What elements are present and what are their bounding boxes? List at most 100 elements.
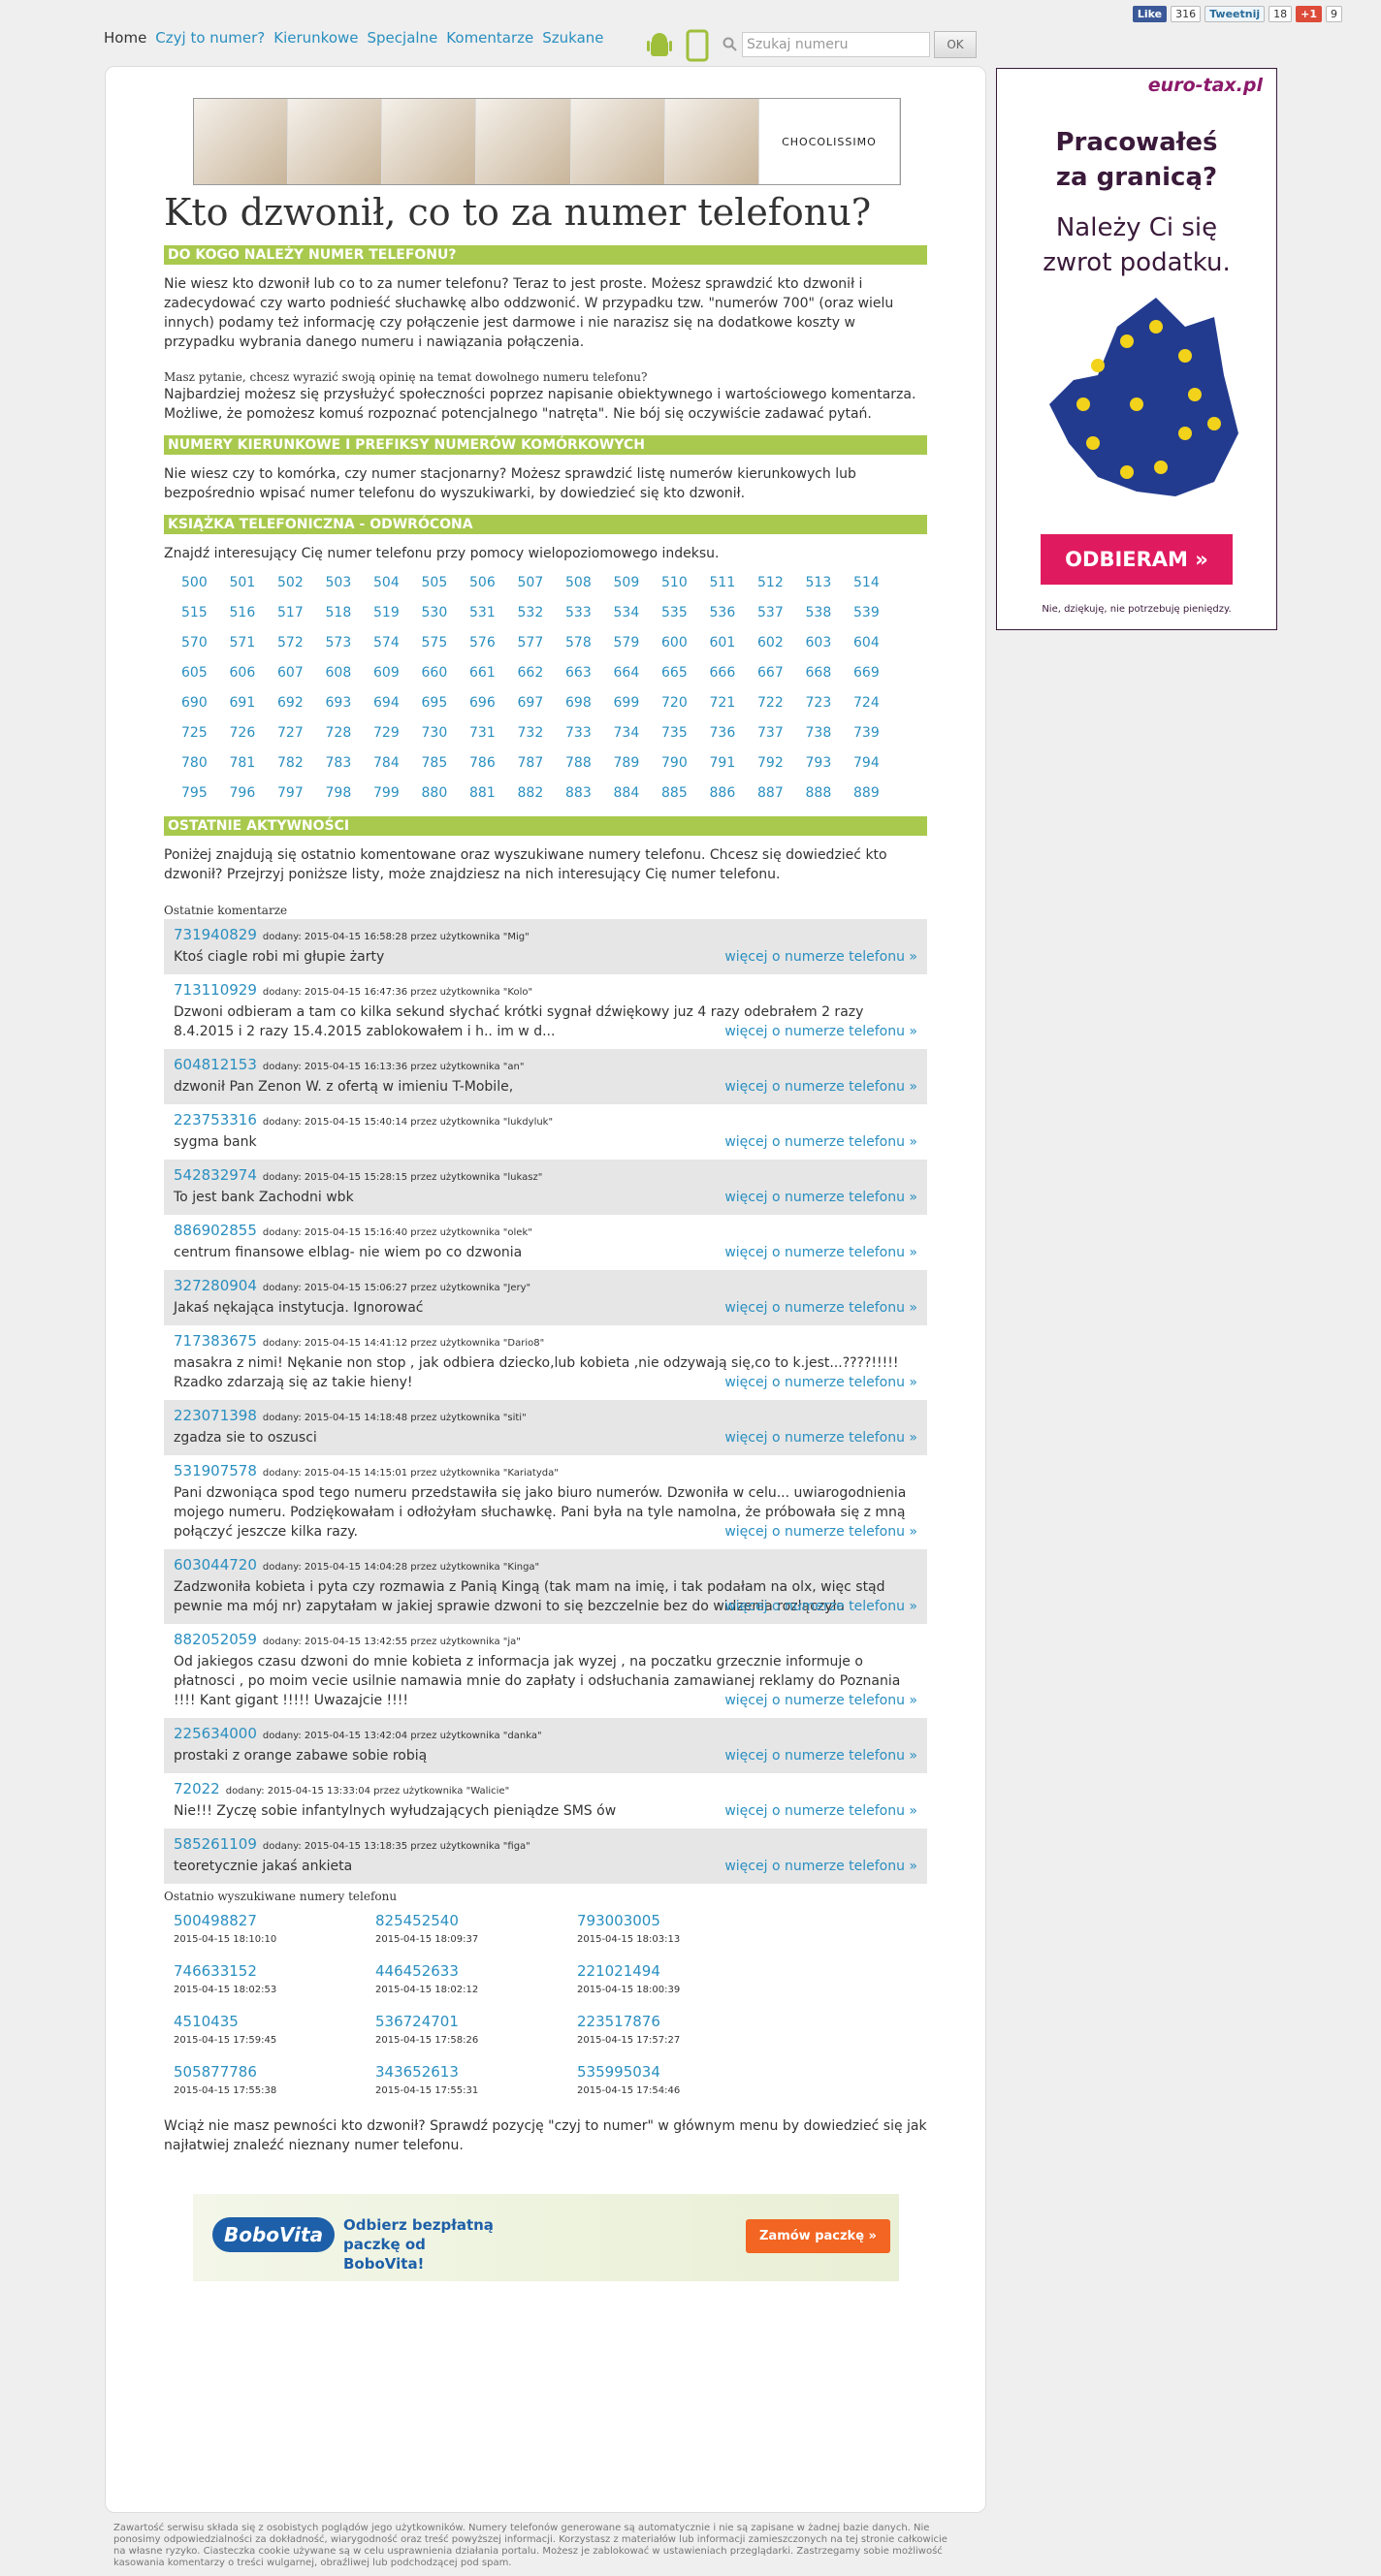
prefix-link[interactable]: 533: [565, 605, 592, 620]
prefix-link[interactable]: 532: [517, 605, 544, 620]
prefix-link[interactable]: 781: [229, 755, 256, 771]
prefix-link[interactable]: 734: [613, 725, 640, 741]
more-link[interactable]: więcej o numerze telefonu »: [724, 1748, 917, 1764]
tweet[interactable]: Tweetnij: [1204, 6, 1266, 22]
searched-number[interactable]: 535995034: [577, 2063, 660, 2081]
prefix-link[interactable]: 722: [757, 695, 784, 711]
prefix-link[interactable]: 538: [805, 605, 832, 620]
prefix-link[interactable]: 662: [517, 665, 544, 681]
more-link[interactable]: więcej o numerze telefonu »: [724, 949, 917, 965]
prefix-link[interactable]: 578: [565, 635, 592, 651]
prefix-link[interactable]: 726: [229, 725, 256, 741]
prefix-link[interactable]: 530: [421, 605, 448, 620]
prefix-link[interactable]: 579: [613, 635, 640, 651]
searched-number[interactable]: 4510435: [174, 2013, 239, 2030]
prefix-link[interactable]: 573: [325, 635, 352, 651]
prefix-link[interactable]: 608: [325, 665, 352, 681]
more-link[interactable]: więcej o numerze telefonu »: [724, 1599, 917, 1614]
prefix-link[interactable]: 605: [181, 665, 208, 681]
prefix-link[interactable]: 664: [613, 665, 640, 681]
prefix-link[interactable]: 665: [661, 665, 688, 681]
prefix-link[interactable]: 572: [277, 635, 304, 651]
more-link[interactable]: więcej o numerze telefonu »: [724, 1859, 917, 1874]
prefix-link[interactable]: 796: [229, 785, 256, 801]
prefix-link[interactable]: 519: [373, 605, 400, 620]
more-link[interactable]: więcej o numerze telefonu »: [724, 1524, 917, 1540]
prefix-link[interactable]: 798: [325, 785, 352, 801]
prefix-link[interactable]: 507: [517, 575, 544, 590]
prefix-link[interactable]: 693: [325, 695, 352, 711]
prefix-link[interactable]: 604: [853, 635, 880, 651]
prefix-link[interactable]: 782: [277, 755, 304, 771]
prefix-link[interactable]: 509: [613, 575, 640, 590]
app-icons[interactable]: [645, 29, 721, 62]
prefix-link[interactable]: 576: [469, 635, 496, 651]
prefix-link[interactable]: 789: [613, 755, 640, 771]
comment-number[interactable]: 542832974: [174, 1166, 257, 1184]
prefix-link[interactable]: 787: [517, 755, 544, 771]
prefix-link[interactable]: 571: [229, 635, 256, 651]
prefix-link[interactable]: 880: [421, 785, 448, 801]
prefix-link[interactable]: 739: [853, 725, 880, 741]
prefix-link[interactable]: 728: [325, 725, 352, 741]
prefix-link[interactable]: 696: [469, 695, 496, 711]
prefix-link[interactable]: 736: [709, 725, 736, 741]
prefix-link[interactable]: 666: [709, 665, 736, 681]
searched-number[interactable]: 221021494: [577, 1962, 660, 1980]
prefix-link[interactable]: 792: [757, 755, 784, 771]
prefix-link[interactable]: 727: [277, 725, 304, 741]
prefix-link[interactable]: 607: [277, 665, 304, 681]
prefix-link[interactable]: 506: [469, 575, 496, 590]
prefix-link[interactable]: 508: [565, 575, 592, 590]
more-link[interactable]: więcej o numerze telefonu »: [724, 1803, 917, 1819]
prefix-link[interactable]: 791: [709, 755, 736, 771]
searched-number[interactable]: 343652613: [375, 2063, 459, 2081]
prefix-link[interactable]: 609: [373, 665, 400, 681]
prefix-link[interactable]: 510: [661, 575, 688, 590]
prefix-link[interactable]: 795: [181, 785, 208, 801]
prefix-link[interactable]: 793: [805, 755, 832, 771]
comment-number[interactable]: 225634000: [174, 1725, 257, 1742]
prefix-link[interactable]: 694: [373, 695, 400, 711]
more-link[interactable]: więcej o numerze telefonu »: [724, 1190, 917, 1205]
side-ad[interactable]: euro-tax.pl Pracowałeś za granicą? Należ…: [996, 68, 1277, 630]
search-input[interactable]: Szukaj numeru: [742, 32, 930, 57]
comment-number[interactable]: 223753316: [174, 1111, 257, 1129]
more-link[interactable]: więcej o numerze telefonu »: [724, 1375, 917, 1390]
more-link[interactable]: więcej o numerze telefonu »: [724, 1245, 917, 1260]
comment-number[interactable]: 72022: [174, 1780, 220, 1797]
prefix-link[interactable]: 537: [757, 605, 784, 620]
prefix-link[interactable]: 534: [613, 605, 640, 620]
searched-number[interactable]: 500498827: [174, 1912, 257, 1929]
comment-number[interactable]: 713110929: [174, 981, 257, 999]
prefix-link[interactable]: 788: [565, 755, 592, 771]
prefix-link[interactable]: 783: [325, 755, 352, 771]
comment-number[interactable]: 731940829: [174, 926, 257, 943]
prefix-link[interactable]: 886: [709, 785, 736, 801]
comment-number[interactable]: 531907578: [174, 1462, 257, 1479]
prefix-link[interactable]: 784: [373, 755, 400, 771]
ad-decline[interactable]: Nie, dziękuję, nie potrzebuję pieniędzy.: [1042, 604, 1232, 615]
prefix-link[interactable]: 505: [421, 575, 448, 590]
prefix-link[interactable]: 797: [277, 785, 304, 801]
prefix-link[interactable]: 501: [229, 575, 256, 590]
more-link[interactable]: więcej o numerze telefonu »: [724, 1300, 917, 1316]
prefix-link[interactable]: 881: [469, 785, 496, 801]
prefix-link[interactable]: 667: [757, 665, 784, 681]
searched-number[interactable]: 536724701: [375, 2013, 459, 2030]
prefix-link[interactable]: 690: [181, 695, 208, 711]
prefix-link[interactable]: 723: [805, 695, 832, 711]
prefix-link[interactable]: 889: [853, 785, 880, 801]
prefix-link[interactable]: 884: [613, 785, 640, 801]
prefix-link[interactable]: 697: [517, 695, 544, 711]
prefix-link[interactable]: 885: [661, 785, 688, 801]
prefix-link[interactable]: 721: [709, 695, 736, 711]
bottom-ad[interactable]: BoboVita Odbierz bezpłatną paczkę od Bob…: [193, 2194, 899, 2281]
gplus[interactable]: +1: [1296, 6, 1322, 22]
prefix-link[interactable]: 606: [229, 665, 256, 681]
prefix-link[interactable]: 570: [181, 635, 208, 651]
prefix-link[interactable]: 661: [469, 665, 496, 681]
prefix-link[interactable]: 535: [661, 605, 688, 620]
prefix-link[interactable]: 883: [565, 785, 592, 801]
nav-link[interactable]: Kierunkowe: [273, 29, 359, 47]
